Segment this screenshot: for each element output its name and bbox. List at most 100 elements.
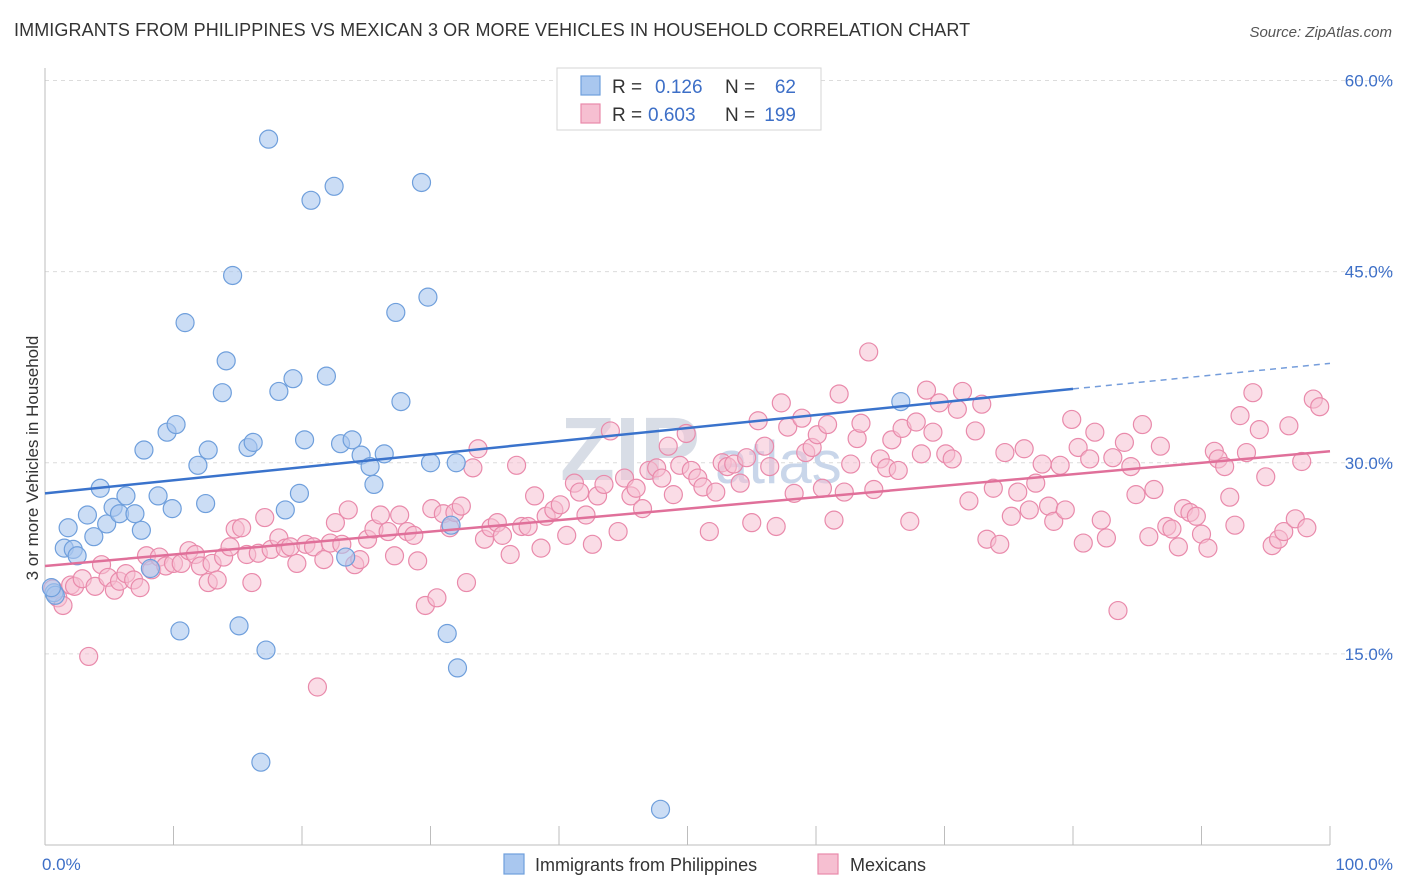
legend-r-label: R = bbox=[612, 77, 642, 98]
mexicans-point bbox=[338, 500, 358, 520]
philippines-point bbox=[175, 313, 195, 333]
mexicans-point bbox=[1310, 397, 1330, 417]
mexicans-point bbox=[1096, 528, 1117, 548]
philippines-point bbox=[360, 456, 380, 477]
philippines-point bbox=[125, 504, 145, 524]
philippines-point bbox=[41, 578, 62, 598]
philippines-point bbox=[116, 486, 136, 506]
philippines-point bbox=[166, 414, 186, 435]
mexicans-point bbox=[906, 412, 926, 432]
mexicans-point bbox=[859, 342, 879, 362]
mexicans-point bbox=[864, 479, 884, 500]
mexicans-point bbox=[1062, 409, 1082, 430]
mexicans-point bbox=[207, 570, 227, 590]
mexicans-point bbox=[959, 491, 979, 511]
x-tick-labels: 0.0% 100.0% bbox=[42, 855, 1393, 874]
legend-r-label: R = bbox=[612, 105, 642, 126]
philippines-point bbox=[67, 546, 87, 566]
mexicans-point bbox=[1126, 485, 1146, 505]
legend-r-value-mexicans: 0.603 bbox=[648, 105, 696, 126]
philippines-point bbox=[84, 527, 104, 547]
mexicans-point bbox=[404, 525, 424, 545]
mexicans-point bbox=[287, 553, 307, 574]
mexicans-point bbox=[569, 482, 590, 502]
mexicans-point bbox=[730, 473, 750, 493]
mexicans-point bbox=[314, 550, 334, 570]
mexicans-point bbox=[1044, 511, 1064, 531]
philippines-point bbox=[216, 351, 236, 371]
philippines-point bbox=[391, 392, 411, 412]
mexicans-point bbox=[232, 518, 252, 538]
bottom-legend-swatch-philippines bbox=[503, 853, 525, 875]
mexicans-point bbox=[1249, 420, 1269, 440]
y-tick-label: 15.0% bbox=[1345, 645, 1393, 664]
mexicans-point bbox=[1150, 436, 1170, 456]
mexicans-point bbox=[965, 421, 985, 441]
mexicans-point bbox=[923, 422, 943, 442]
philippines-point bbox=[251, 752, 271, 772]
y-tick-label: 30.0% bbox=[1345, 454, 1393, 473]
mexicans-point bbox=[1139, 527, 1159, 547]
mexicans-trend-line bbox=[44, 450, 1331, 568]
legend-r-value-philippines: 0.126 bbox=[655, 77, 703, 98]
philippines-point bbox=[289, 483, 310, 503]
mexicans-point bbox=[990, 534, 1010, 554]
mexicans-point bbox=[550, 495, 570, 515]
mexicans-point bbox=[378, 521, 398, 542]
mexicans-point bbox=[1220, 487, 1240, 507]
mexicans-point bbox=[1292, 451, 1312, 472]
philippines-point bbox=[196, 493, 216, 514]
philippines-point bbox=[198, 440, 218, 460]
philippines-point bbox=[256, 640, 276, 660]
mexicans-point bbox=[500, 544, 520, 565]
philippines-point bbox=[336, 547, 356, 567]
mexicans-point bbox=[1121, 456, 1141, 477]
mexicans-point bbox=[1091, 510, 1111, 530]
y-axis-label: 3 or more Vehicles in Household bbox=[23, 336, 42, 581]
mexicans-point bbox=[390, 505, 410, 525]
mexicans-point bbox=[576, 505, 596, 525]
philippines-points bbox=[41, 129, 911, 819]
y-tick-label: 45.0% bbox=[1345, 263, 1393, 282]
mexicans-point bbox=[557, 525, 577, 545]
mexicans-point bbox=[307, 677, 328, 697]
mexicans-point bbox=[771, 393, 791, 413]
mexicans-point bbox=[947, 399, 967, 419]
philippines-point bbox=[447, 658, 468, 678]
philippines-point bbox=[77, 505, 98, 525]
mexicans-point bbox=[1085, 422, 1105, 442]
philippines-point bbox=[420, 453, 441, 473]
philippines-point bbox=[269, 381, 289, 402]
mexicans-point bbox=[699, 521, 719, 542]
chart-title: IMMIGRANTS FROM PHILIPPINES VS MEXICAN 3… bbox=[14, 20, 971, 40]
philippines-point bbox=[212, 383, 232, 403]
philippines-point bbox=[342, 430, 362, 450]
source-label: Source: ZipAtlas.com bbox=[1249, 24, 1392, 41]
mexicans-point bbox=[408, 551, 428, 571]
philippines-point bbox=[386, 302, 406, 323]
mexicans-point bbox=[325, 513, 346, 533]
philippines-point bbox=[283, 369, 303, 389]
mexicans-point bbox=[1032, 454, 1052, 474]
philippines-point bbox=[258, 129, 279, 149]
bottom-legend: Immigrants from Philippines Mexicans bbox=[503, 853, 926, 875]
legend-n-label: N = bbox=[725, 77, 755, 98]
legend-n-value-mexicans: 199 bbox=[764, 105, 796, 126]
mexicans-point bbox=[1162, 519, 1182, 539]
mexicans-point bbox=[851, 413, 871, 433]
mexicans-point bbox=[1256, 467, 1276, 487]
mexicans-point bbox=[255, 507, 275, 528]
mexicans-point bbox=[1050, 455, 1070, 475]
philippines-point bbox=[223, 265, 243, 286]
mexicans-point bbox=[1132, 414, 1152, 435]
mexicans-point bbox=[1068, 437, 1088, 458]
mexicans-point bbox=[812, 478, 833, 498]
philippines-point bbox=[162, 499, 182, 519]
philippines-trend-extension bbox=[1072, 362, 1331, 390]
philippines-point bbox=[411, 172, 432, 193]
mexicans-point bbox=[888, 460, 908, 481]
trend-lines bbox=[44, 362, 1331, 568]
mexicans-point bbox=[608, 521, 628, 542]
axes bbox=[44, 68, 1331, 846]
